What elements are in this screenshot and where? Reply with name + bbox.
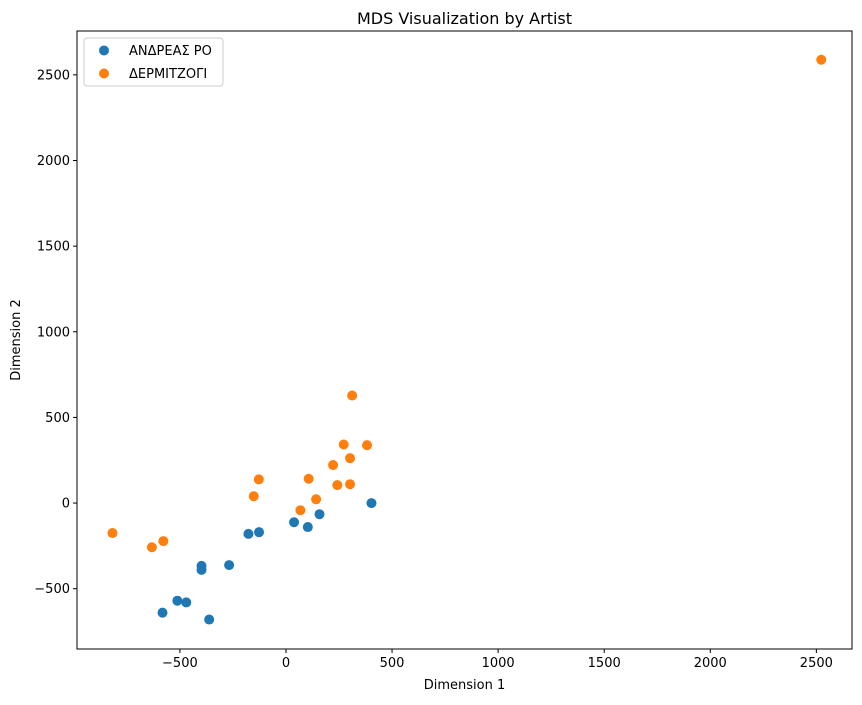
data-point bbox=[328, 460, 338, 470]
data-points bbox=[107, 55, 826, 625]
y-tick-label: 1000 bbox=[37, 325, 70, 340]
chart-title: MDS Visualization by Artist bbox=[357, 9, 572, 28]
data-point bbox=[204, 615, 214, 625]
legend-label-dermitzogi: ΔΕΡΜΙΤΖΟΓΙ bbox=[129, 67, 207, 82]
data-point bbox=[289, 517, 299, 527]
data-point bbox=[816, 55, 826, 65]
y-axis: −500 0 500 1000 1500 2000 2500 bbox=[34, 68, 77, 597]
x-tick-label: 2500 bbox=[800, 656, 833, 671]
x-tick-label: 0 bbox=[282, 656, 290, 671]
legend-label-andreas-ro: ΑΝΔΡΕΑΣ ΡΟ bbox=[129, 44, 212, 59]
data-point bbox=[332, 480, 342, 490]
data-point bbox=[197, 565, 207, 575]
data-point bbox=[249, 491, 259, 501]
data-point bbox=[339, 439, 349, 449]
x-tick-label: 1500 bbox=[588, 656, 621, 671]
data-point bbox=[362, 440, 372, 450]
plot-frame bbox=[77, 31, 852, 649]
data-point bbox=[157, 608, 167, 618]
data-point bbox=[181, 597, 191, 607]
data-point bbox=[311, 494, 321, 504]
legend: ΑΝΔΡΕΑΣ ΡΟ ΔΕΡΜΙΤΖΟΓΙ bbox=[84, 38, 223, 86]
data-point bbox=[347, 390, 357, 400]
data-point bbox=[345, 453, 355, 463]
x-tick-label: 2000 bbox=[694, 656, 727, 671]
y-tick-label: 2500 bbox=[37, 68, 70, 83]
x-axis-label: Dimension 1 bbox=[424, 678, 506, 693]
data-point bbox=[295, 505, 305, 515]
x-tick-label: 500 bbox=[380, 656, 405, 671]
data-point bbox=[172, 596, 182, 606]
data-point bbox=[224, 560, 234, 570]
data-point bbox=[243, 529, 253, 539]
data-point bbox=[107, 528, 117, 538]
x-axis: −500 0 500 1000 1500 2000 2500 bbox=[162, 649, 833, 671]
data-point bbox=[303, 522, 313, 532]
legend-marker-andreas-ro bbox=[99, 46, 109, 56]
data-point bbox=[304, 474, 314, 484]
data-point bbox=[314, 509, 324, 519]
data-point bbox=[366, 498, 376, 508]
y-axis-label: Dimension 2 bbox=[9, 299, 24, 381]
y-tick-label: 500 bbox=[45, 411, 70, 426]
x-tick-label: 1000 bbox=[482, 656, 515, 671]
data-point bbox=[147, 542, 157, 552]
data-point bbox=[254, 527, 264, 537]
y-tick-label: −500 bbox=[34, 582, 70, 597]
y-tick-label: 2000 bbox=[37, 154, 70, 169]
legend-marker-dermitzogi bbox=[99, 69, 109, 79]
data-point bbox=[345, 479, 355, 489]
data-point bbox=[254, 474, 264, 484]
y-tick-label: 1500 bbox=[37, 240, 70, 255]
y-tick-label: 0 bbox=[62, 497, 70, 512]
x-tick-label: −500 bbox=[162, 656, 198, 671]
data-point bbox=[158, 536, 168, 546]
